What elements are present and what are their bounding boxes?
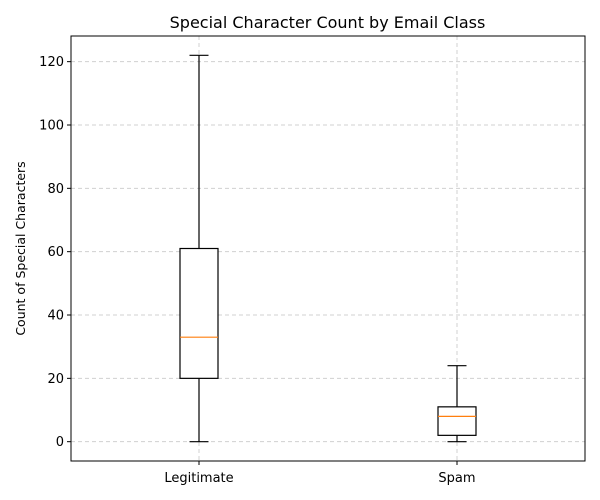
y-tick-label: 80 [47,182,64,197]
grid-lines [71,36,585,461]
y-tick-label: 60 [47,245,64,260]
x-tick-label: Spam [438,471,475,486]
y-axis: 0 20 40 60 80 100 120 [39,55,71,450]
plot-frame [70,35,586,462]
boxes-layer [179,54,477,443]
chart-title: Special Character Count by Email Class [170,13,486,32]
box-rectangle [179,247,219,379]
box-rectangle [437,406,477,436]
y-tick-label: 40 [47,309,64,324]
y-axis-label: Count of Special Characters [13,161,28,335]
y-tick-label: 0 [56,435,64,450]
y-tick-label: 20 [47,372,64,387]
x-axis: Legitimate Spam [164,461,476,486]
x-tick-label: Legitimate [164,471,233,486]
y-tick-label: 120 [39,55,64,70]
y-tick-label: 100 [39,118,64,133]
